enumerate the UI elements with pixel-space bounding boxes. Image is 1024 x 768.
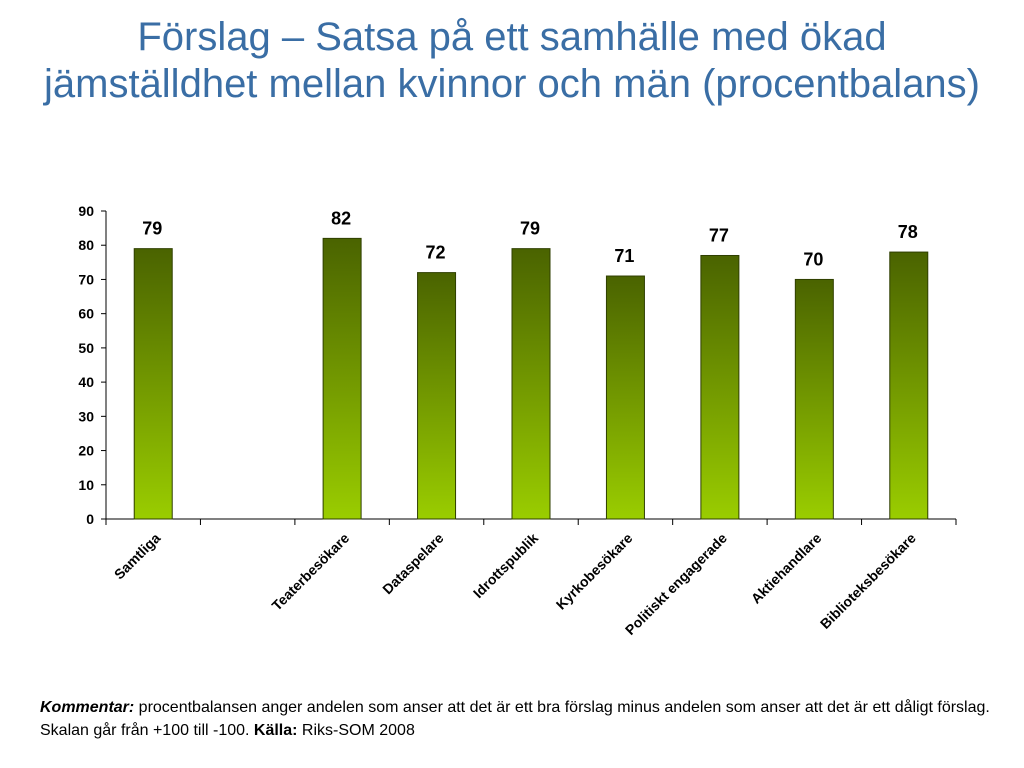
x-tick-label: Dataspelare — [379, 530, 447, 598]
comment-text: procentbalansen anger andelen som anser … — [40, 699, 990, 739]
source-text: Riks-SOM 2008 — [297, 722, 415, 739]
y-tick-label: 90 — [78, 203, 94, 219]
data-label: 78 — [898, 222, 918, 242]
bar — [794, 278, 834, 520]
data-label: 82 — [331, 208, 351, 228]
data-label: 77 — [709, 225, 729, 245]
y-tick-label: 10 — [78, 477, 94, 493]
bar-chart: 0 10 20 30 40 50 60 70 80 90 79 Samtliga 82 Teaterbes… — [78, 203, 957, 638]
bar — [322, 237, 362, 520]
data-label: 71 — [614, 246, 634, 266]
comment-label: Kommentar: — [40, 699, 135, 716]
bar — [700, 254, 740, 520]
data-label: 72 — [426, 243, 446, 263]
y-tick-label: 80 — [78, 237, 94, 253]
x-tick-label: Politiskt engagerade — [622, 530, 730, 638]
y-tick-label: 60 — [78, 306, 94, 322]
y-tick-label: 50 — [78, 340, 94, 356]
x-tick-label: Samtliga — [111, 530, 164, 583]
y-tick-label: 20 — [78, 443, 94, 459]
x-tick-label: Teaterbesökare — [268, 530, 352, 614]
bar — [133, 248, 173, 520]
bar — [605, 275, 645, 520]
x-tick-label: Idrottspublik — [470, 530, 541, 601]
bar — [889, 251, 929, 520]
data-label: 79 — [142, 219, 162, 239]
bar — [511, 248, 551, 520]
y-tick-label: 0 — [86, 511, 94, 527]
data-label: 79 — [520, 219, 540, 239]
x-tick-label: Kyrkobesökare — [553, 530, 636, 613]
bar — [417, 272, 457, 520]
source-label: Källa: — [253, 722, 298, 739]
x-tick-label: Biblioteksbesökare — [817, 530, 919, 632]
data-label: 70 — [803, 249, 823, 269]
footnote: Kommentar: procentbalansen anger andelen… — [40, 696, 990, 742]
y-tick-label: 40 — [78, 374, 94, 390]
y-tick-label: 70 — [78, 271, 94, 287]
y-tick-label: 30 — [78, 408, 94, 424]
chart-title: Förslag – Satsa på ett samhälle med ökad… — [43, 15, 980, 106]
x-tick-label: Aktiehandlare — [748, 530, 825, 607]
